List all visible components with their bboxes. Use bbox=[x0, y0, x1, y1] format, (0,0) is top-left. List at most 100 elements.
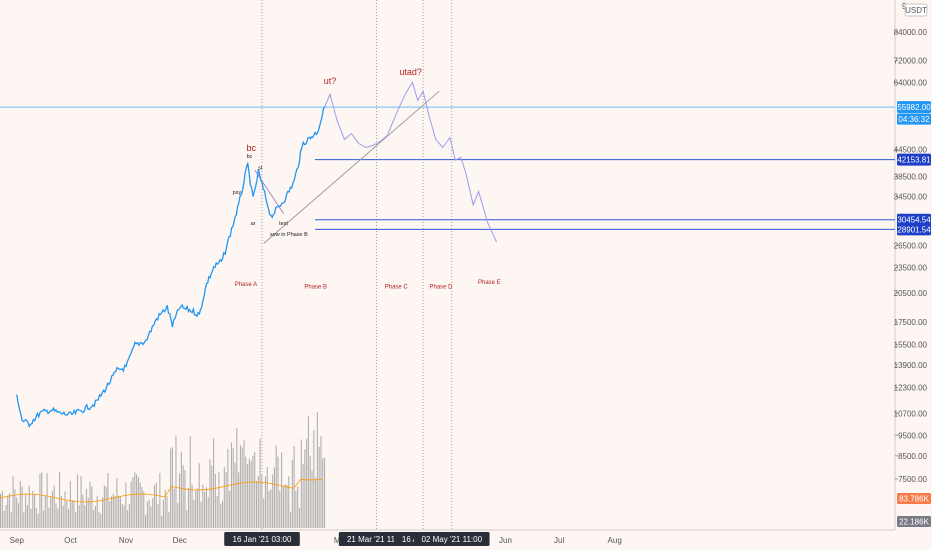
volume-bar bbox=[143, 491, 145, 528]
volume-bar bbox=[35, 508, 37, 528]
volume-bar bbox=[322, 458, 324, 528]
volume-bar bbox=[118, 495, 120, 528]
volume-bar bbox=[51, 491, 54, 528]
volume-bar bbox=[150, 506, 152, 528]
volume-bar bbox=[96, 495, 98, 528]
volume-bar bbox=[7, 496, 9, 528]
volume-bar bbox=[41, 472, 43, 528]
volume-bar bbox=[221, 500, 224, 528]
volume-bar bbox=[220, 503, 222, 528]
volume-bar bbox=[32, 490, 34, 528]
volume-bar bbox=[248, 458, 250, 528]
volume-bar bbox=[245, 456, 247, 528]
volume-bar bbox=[12, 476, 14, 528]
volume-bar bbox=[105, 486, 107, 528]
price-tick-label: 64000.00 bbox=[894, 78, 928, 87]
volume-bar bbox=[75, 512, 77, 528]
volume-bar bbox=[238, 472, 240, 528]
sow-guide-line bbox=[254, 169, 284, 214]
volume-bar bbox=[198, 463, 200, 528]
volume-bar bbox=[84, 505, 86, 528]
volume-bar bbox=[103, 485, 105, 528]
quote-currency-button[interactable] bbox=[904, 3, 928, 17]
volume-bar bbox=[21, 486, 23, 528]
volume-bar bbox=[311, 470, 313, 528]
time-tick-label: Jul bbox=[554, 536, 564, 545]
volume-bar bbox=[239, 445, 241, 528]
volume-bar bbox=[144, 514, 147, 528]
time-tick-label: Jun bbox=[499, 536, 512, 545]
annotation-label: bc bbox=[247, 154, 253, 160]
volume-bar bbox=[177, 502, 179, 528]
volume-bar bbox=[191, 484, 193, 528]
volume-bar bbox=[73, 500, 75, 528]
volume-bar bbox=[218, 472, 220, 528]
volume-bar bbox=[157, 503, 159, 528]
annotation-label: st bbox=[258, 165, 263, 171]
volume-bar bbox=[289, 511, 292, 528]
volume-ma-label: 83.786K bbox=[899, 495, 929, 504]
volume-ma-tag bbox=[897, 493, 931, 504]
volume-bar bbox=[236, 428, 238, 528]
date-marker-label: 02 May '21 11:00 bbox=[421, 535, 482, 544]
volume-bar bbox=[207, 496, 209, 528]
volume-bar bbox=[3, 510, 5, 528]
volume-bar bbox=[232, 448, 234, 528]
price-tick-label: 12300.00 bbox=[894, 383, 928, 392]
volume-bar bbox=[273, 467, 275, 528]
volume-bar bbox=[107, 473, 109, 528]
volume-bar bbox=[304, 449, 306, 528]
volume-bar bbox=[229, 491, 231, 528]
volume-bar bbox=[173, 488, 175, 528]
volume-bar bbox=[234, 462, 236, 528]
volume-bar bbox=[313, 430, 315, 528]
volume-bar bbox=[5, 505, 7, 528]
volume-bar bbox=[55, 503, 57, 528]
volume-bar bbox=[323, 457, 326, 528]
volume-bar bbox=[93, 509, 95, 528]
annotation-label: test bbox=[279, 221, 288, 227]
volume-bar bbox=[261, 475, 263, 528]
volume-bar bbox=[16, 497, 18, 528]
time-tick-label: Nov bbox=[119, 536, 133, 545]
volume-bar bbox=[37, 513, 39, 528]
annotation-label: sow in Phase B bbox=[270, 232, 308, 238]
volume-bar bbox=[286, 484, 288, 528]
volume-ma-line bbox=[0, 478, 323, 503]
volume-bar bbox=[200, 501, 202, 528]
volume-bar bbox=[189, 436, 191, 528]
volume-bar bbox=[100, 513, 102, 528]
volume-bar bbox=[259, 438, 261, 528]
phase-label: Phase B bbox=[304, 284, 327, 290]
volume-bar bbox=[123, 505, 125, 528]
volume-bar bbox=[42, 510, 45, 528]
volume-bar bbox=[166, 496, 168, 528]
volume-bar bbox=[315, 477, 317, 528]
volume-bar bbox=[320, 436, 322, 528]
volume-bar bbox=[168, 511, 170, 528]
volume-bar bbox=[250, 460, 252, 528]
volume-bar bbox=[204, 491, 206, 528]
time-tick-label: Aug bbox=[608, 536, 622, 545]
annotation-label: psy bbox=[233, 190, 242, 196]
volume-bar bbox=[146, 501, 148, 528]
level-1-tag bbox=[897, 153, 931, 166]
volume-bar bbox=[127, 510, 129, 528]
volume-bar bbox=[291, 459, 293, 528]
phase-label: Phase E bbox=[478, 280, 501, 286]
volume-bar bbox=[14, 489, 16, 528]
volume-bar bbox=[195, 490, 197, 528]
volume-bar bbox=[0, 493, 2, 528]
volume-bar bbox=[270, 489, 272, 528]
volume-bar bbox=[202, 484, 204, 528]
volume-bar bbox=[39, 473, 41, 528]
volume-bar bbox=[302, 464, 304, 528]
volume-bar bbox=[281, 452, 283, 528]
volume-bar bbox=[34, 494, 36, 528]
volume-bar bbox=[130, 481, 132, 528]
volume-bar bbox=[306, 438, 308, 528]
volume-bar bbox=[171, 447, 173, 528]
price-tick-label: 72000.00 bbox=[894, 57, 928, 66]
volume-bar bbox=[87, 497, 89, 528]
